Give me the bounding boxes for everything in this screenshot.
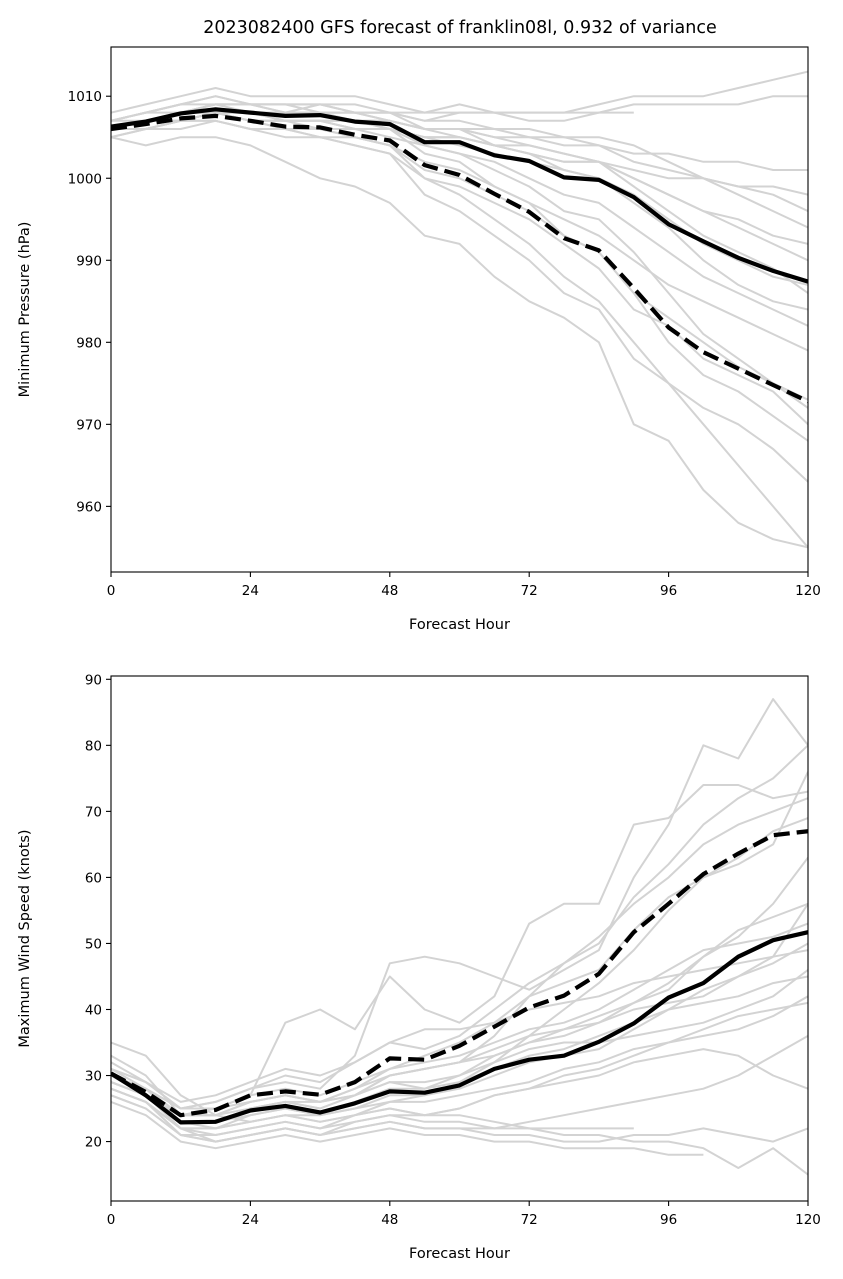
pressure-x-axis-label: Forecast Hour	[409, 617, 510, 633]
wind-y-axis-label: Maximum Wind Speed (knots)	[17, 829, 33, 1047]
wind-axes-frame	[110, 675, 809, 1202]
wind-plot-area	[111, 698, 808, 1176]
pressure-member-line-20	[111, 95, 808, 229]
pressure-solid-mean-line	[111, 107, 808, 284]
pressure-plot-area	[111, 70, 808, 549]
wind-member-line-2	[111, 698, 808, 1110]
wind-x-tick-label: 120	[795, 1212, 821, 1228]
wind-y-tick-label: 40	[85, 1002, 102, 1018]
wind-member-line-22	[111, 995, 808, 1130]
wind-x-tick-label: 24	[242, 1212, 259, 1228]
pressure-y-tick-label: 970	[76, 417, 102, 433]
wind-y-tick-label: 50	[85, 936, 102, 952]
wind-member-line-18	[111, 1081, 634, 1130]
pressure-x-tick-label: 96	[660, 583, 677, 599]
pressure-y-tick-label: 1010	[68, 89, 102, 105]
wind-member-line-11	[111, 1087, 808, 1176]
wind-x-tick-label: 96	[660, 1212, 677, 1228]
wind-member-line-16	[111, 969, 808, 1117]
wind-member-line-17	[111, 1100, 704, 1156]
pressure-y-axis-label: Minimum Pressure (hPa)	[17, 222, 33, 398]
pressure-dashed-mean-line	[111, 113, 808, 404]
wind-member-line-19	[111, 1035, 808, 1143]
wind-dashed-mean-line	[111, 829, 808, 1118]
pressure-y-tick-label: 1000	[68, 171, 102, 187]
wind-member-line-14	[111, 949, 808, 1103]
wind-y-tick-label: 20	[85, 1135, 102, 1151]
wind-y-tick-label: 90	[85, 672, 102, 688]
wind-x-tick-label: 0	[107, 1212, 116, 1228]
pressure-x-tick-label: 24	[242, 583, 259, 599]
pressure-x-tick-label: 72	[521, 583, 538, 599]
pressure-member-line-6	[111, 136, 808, 549]
pressure-y-tick-label: 980	[76, 335, 102, 351]
wind-y-tick-label: 70	[85, 804, 102, 820]
wind-member-line-7	[111, 942, 808, 1130]
pressure-member-line-17	[111, 111, 808, 196]
pressure-member-line-19	[111, 119, 808, 401]
wind-x-tick-label: 72	[521, 1212, 538, 1228]
pressure-x-tick-label: 0	[107, 583, 116, 599]
wind-panel: 0 24 48 72 96 120 20 30 40 50 60 70 80 90 Forecast Hou…	[17, 672, 821, 1262]
chart-title: 2023082400 GFS forecast of franklin08l, …	[203, 18, 716, 38]
wind-member-line-12	[111, 975, 808, 1117]
pressure-panel: 0 24 48 72 96 120 960 970 980 990 1000 1010 Forecast…	[17, 46, 821, 633]
wind-x-axis-label: Forecast Hour	[409, 1246, 510, 1262]
wind-y-tick-label: 80	[85, 738, 102, 754]
pressure-x-tick-label: 48	[381, 583, 398, 599]
pressure-member-line-4	[111, 87, 808, 122]
wind-x-tick-label: 48	[381, 1212, 398, 1228]
pressure-y-tick-label: 990	[76, 253, 102, 269]
pressure-y-tick-label: 960	[76, 499, 102, 515]
wind-solid-mean-line	[111, 930, 808, 1125]
pressure-axes-frame	[110, 46, 809, 573]
wind-y-tick-label: 30	[85, 1069, 102, 1085]
wind-y-tick-label: 60	[85, 870, 102, 886]
pressure-x-tick-label: 120	[795, 583, 821, 599]
